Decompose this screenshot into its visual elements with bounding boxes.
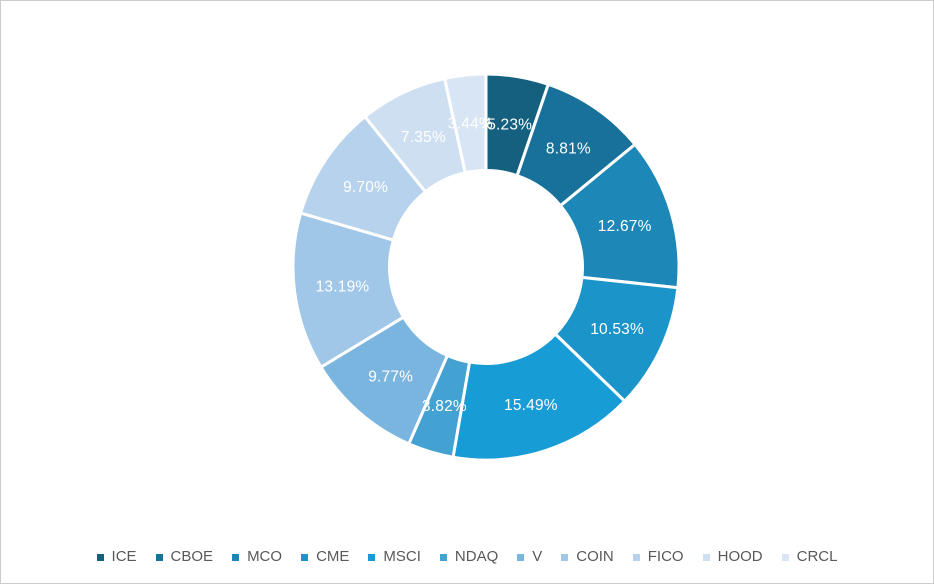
slice-label-MCO: 12.67% [598,218,652,235]
legend-swatch-MSCI [368,553,376,561]
slice-label-FICO: 9.70% [343,179,388,196]
slice-label-NDAQ: 3.82% [422,398,467,415]
slice-label-MSCI: 15.49% [504,397,558,414]
legend-item-V[interactable]: V [517,547,542,567]
legend-label-CBOE: CBOE [170,548,214,565]
legend-item-CBOE[interactable]: CBOE [155,547,214,567]
legend-swatch-CBOE [155,553,163,561]
legend-item-MCO[interactable]: MCO [232,547,282,567]
slice-CRCL[interactable] [443,72,488,175]
legend-swatch-COIN [561,553,569,561]
legend-label-ICE: ICE [111,548,137,565]
legend-label-HOOD: HOOD [717,548,763,565]
legend-label-V: V [532,548,543,565]
slice-MSCI[interactable] [451,332,627,462]
slice-label-CME: 10.53% [590,321,644,338]
legend-swatch-FICO [632,553,640,561]
legend-item-FICO[interactable]: FICO [632,547,684,567]
legend-label-CRCL: CRCL [796,548,838,565]
legend-item-MSCI[interactable]: MSCI [368,547,421,567]
slice-label-CRCL: 3.44% [448,116,493,133]
legend-item-ICE[interactable]: ICE [96,547,137,567]
legend-item-CME[interactable]: CME [301,547,349,567]
slice-label-ICE: 5.23% [487,117,532,134]
legend-label-CME: CME [316,548,350,565]
legend-label-COIN: COIN [576,548,614,565]
slice-label-HOOD: 7.35% [401,129,446,146]
chart-legend: ICE CBOE MCO CME MSCI NDAQ V COIN FICO HOOD CRCL [1,547,933,567]
legend-label-MCO: MCO [247,548,283,565]
legend-label-NDAQ: NDAQ [454,548,499,565]
slice-label-CBOE: 8.81% [546,140,591,157]
legend-swatch-ICE [96,553,104,561]
legend-item-NDAQ[interactable]: NDAQ [439,547,499,567]
legend-item-HOOD[interactable]: HOOD [702,547,763,567]
legend-label-FICO: FICO [647,548,684,565]
legend-item-CRCL[interactable]: CRCL [781,547,838,567]
legend-label-MSCI: MSCI [383,548,421,565]
legend-swatch-V [517,553,525,561]
legend-swatch-CME [301,553,309,561]
legend-swatch-MCO [232,553,240,561]
legend-item-COIN[interactable]: COIN [561,547,614,567]
legend-swatch-HOOD [702,553,710,561]
legend-swatch-CRCL [781,553,789,561]
slice-label-COIN: 13.19% [316,278,370,295]
legend-swatch-NDAQ [439,553,447,561]
slice-label-V: 9.77% [368,368,413,385]
